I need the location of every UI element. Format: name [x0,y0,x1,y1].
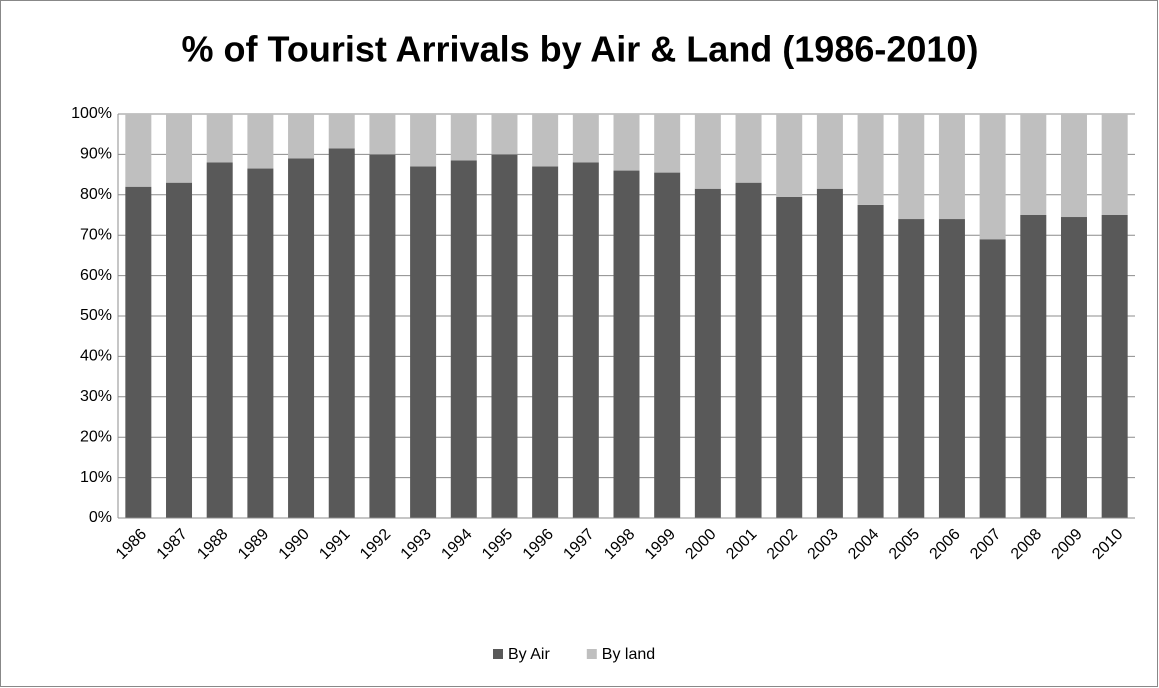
y-tick-label: 0% [89,509,112,526]
y-tick-label: 20% [80,428,112,445]
bar-segment [369,154,396,518]
bar-segment [125,114,152,187]
bar-segment [491,154,518,518]
y-tick-label: 100% [71,105,112,122]
bar-segment [247,168,274,519]
y-tick-label: 90% [80,146,112,163]
y-tick-label: 60% [80,267,112,284]
bar-segment [206,162,233,519]
y-tick-label: 40% [80,348,112,365]
bar-segment [1020,114,1047,215]
bar-segment [979,114,1006,240]
y-tick-label: 30% [80,388,112,405]
y-tick-label: 50% [80,307,112,324]
bar-segment [654,172,681,518]
bar-segment [938,219,965,519]
bar-segment [572,162,599,519]
bar-segment [166,182,193,518]
bar-segment [328,148,355,518]
bar-segment [328,114,355,149]
legend-swatch [586,649,597,659]
bar-segment [776,196,803,518]
bar-segment [1060,114,1087,218]
bar-segment [694,188,721,519]
bar-segment [735,114,762,183]
bar-segment [979,239,1006,519]
bar-segment [532,166,559,518]
bar-segment [816,188,843,519]
chart-title: % of Tourist Arrivals by Air & Land (198… [182,29,979,70]
bar-segment [816,114,843,189]
legend-label: By Air [508,646,550,663]
bar-segment [1101,114,1128,215]
bar-segment [532,114,559,167]
y-tick-label: 70% [80,226,112,243]
bar-segment [450,114,477,161]
bar-segment [1020,215,1047,518]
bar-segment [247,114,274,169]
bar-segment [572,114,599,163]
bar-segment [1060,217,1087,518]
bar-segment [491,114,518,155]
bar-segment [166,114,193,183]
bar-segment [776,114,803,197]
bar-segment [694,114,721,189]
bar-segment [613,114,640,171]
bar-segment [288,114,315,159]
bar-segment [410,166,437,518]
y-tick-label: 80% [80,186,112,203]
y-tick-label: 10% [80,469,112,486]
legend-label: By land [602,646,655,663]
legend-swatch [493,649,503,659]
bar-segment [288,158,315,518]
bar-segment [613,170,640,518]
bar-segment [735,182,762,518]
bar-segment [654,114,681,173]
bar-segment [410,114,437,167]
bar-segment [450,160,477,518]
bar-segment [1101,215,1128,518]
bar-segment [898,114,925,220]
bar-segment [938,114,965,220]
bar-segment [898,219,925,519]
bar-segment [857,114,884,205]
bar-segment [857,204,884,518]
bar-segment [206,114,233,163]
bar-segment [369,114,396,155]
bar-segment [125,186,152,518]
